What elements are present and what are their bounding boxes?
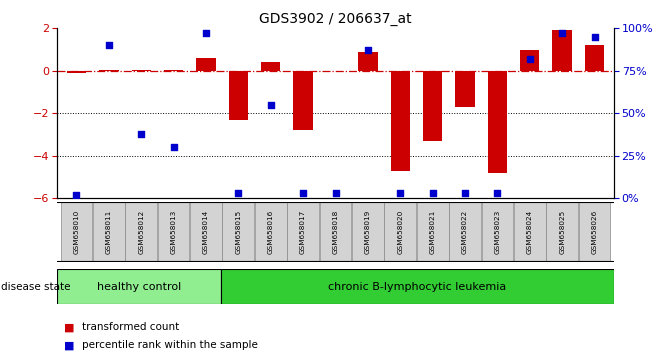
Text: GSM658014: GSM658014 [203, 210, 209, 254]
FancyBboxPatch shape [158, 202, 189, 261]
Bar [196, 58, 215, 71]
Text: GSM658026: GSM658026 [592, 210, 598, 254]
Text: GSM658012: GSM658012 [138, 210, 144, 254]
Bar [293, 71, 313, 130]
Point [589, 34, 600, 40]
Text: GSM658023: GSM658023 [495, 210, 501, 254]
FancyBboxPatch shape [417, 202, 448, 261]
Point [136, 131, 146, 137]
Text: GSM658016: GSM658016 [268, 210, 274, 254]
Point [557, 30, 568, 36]
FancyBboxPatch shape [125, 202, 157, 261]
FancyBboxPatch shape [223, 202, 254, 261]
Text: GSM658019: GSM658019 [365, 210, 371, 254]
Point [71, 192, 82, 198]
Point [168, 144, 179, 150]
Point [298, 190, 309, 196]
Text: chronic B-lymphocytic leukemia: chronic B-lymphocytic leukemia [328, 282, 507, 292]
FancyBboxPatch shape [514, 202, 546, 261]
Bar [261, 62, 280, 71]
Text: GSM658020: GSM658020 [397, 210, 403, 254]
Title: GDS3902 / 206637_at: GDS3902 / 206637_at [259, 12, 412, 26]
Text: percentile rank within the sample: percentile rank within the sample [82, 340, 258, 350]
Point [492, 190, 503, 196]
FancyBboxPatch shape [319, 202, 352, 261]
Bar [358, 52, 378, 71]
Text: transformed count: transformed count [82, 322, 179, 332]
Text: GSM658018: GSM658018 [333, 210, 338, 254]
Text: GSM658025: GSM658025 [559, 210, 565, 254]
Bar [520, 50, 539, 71]
Point [362, 47, 373, 53]
Text: disease state: disease state [1, 282, 70, 292]
Text: GSM658010: GSM658010 [73, 210, 79, 254]
Text: GSM658011: GSM658011 [106, 210, 112, 254]
Point [201, 30, 211, 36]
Text: healthy control: healthy control [97, 282, 181, 292]
Text: GSM658013: GSM658013 [170, 210, 176, 254]
Bar [423, 71, 442, 141]
Bar [391, 71, 410, 171]
FancyBboxPatch shape [352, 202, 384, 261]
Text: GSM658015: GSM658015 [236, 210, 242, 254]
Point [233, 190, 244, 196]
FancyBboxPatch shape [190, 202, 222, 261]
Bar [229, 71, 248, 120]
Bar [66, 71, 86, 73]
Bar [488, 71, 507, 173]
FancyBboxPatch shape [60, 202, 93, 261]
Text: ■: ■ [64, 322, 74, 332]
Point [395, 190, 406, 196]
FancyBboxPatch shape [221, 269, 614, 304]
Text: GSM658022: GSM658022 [462, 210, 468, 254]
Point [265, 102, 276, 108]
FancyBboxPatch shape [93, 202, 125, 261]
Text: GSM658021: GSM658021 [429, 210, 435, 254]
FancyBboxPatch shape [578, 202, 611, 261]
Text: ■: ■ [64, 340, 74, 350]
FancyBboxPatch shape [449, 202, 481, 261]
Bar [164, 70, 183, 71]
Bar [456, 71, 474, 107]
FancyBboxPatch shape [255, 202, 287, 261]
FancyBboxPatch shape [482, 202, 513, 261]
Point [525, 56, 535, 62]
Point [460, 190, 470, 196]
FancyBboxPatch shape [384, 202, 416, 261]
Bar [99, 70, 119, 71]
Bar [132, 70, 151, 71]
Bar [585, 45, 605, 71]
Point [330, 190, 341, 196]
Text: GSM658024: GSM658024 [527, 210, 533, 254]
FancyBboxPatch shape [287, 202, 319, 261]
FancyBboxPatch shape [546, 202, 578, 261]
Bar [552, 30, 572, 71]
Text: GSM658017: GSM658017 [300, 210, 306, 254]
Point [103, 42, 114, 48]
Point [427, 190, 438, 196]
FancyBboxPatch shape [57, 269, 221, 304]
